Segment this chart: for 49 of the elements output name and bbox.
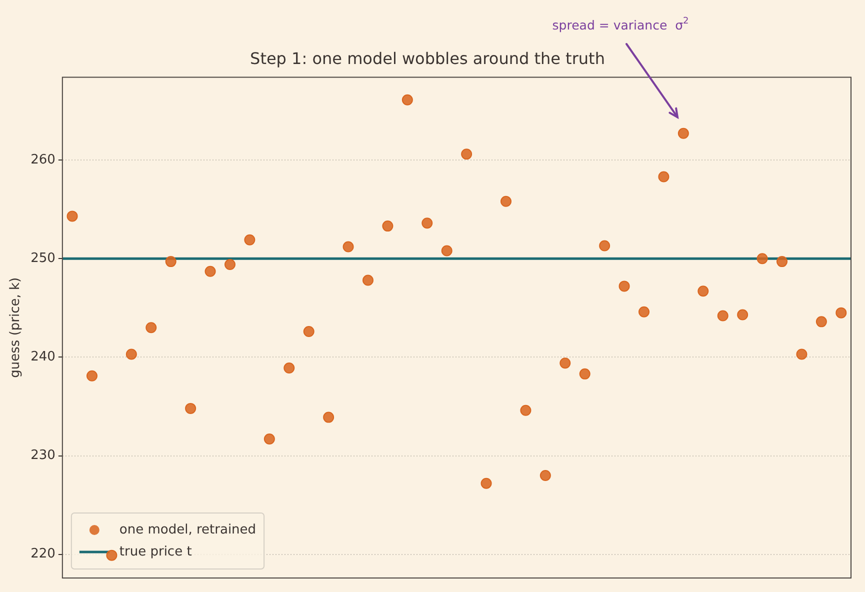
point (698, 286, 709, 297)
point (796, 348, 808, 360)
legend-label: one model, retrained (119, 522, 256, 538)
point (816, 316, 827, 328)
point (244, 234, 256, 246)
point (146, 322, 157, 334)
point (678, 128, 689, 139)
point (323, 412, 334, 423)
point (560, 358, 571, 369)
point (126, 348, 137, 360)
point (579, 368, 590, 380)
point (540, 470, 551, 481)
point (204, 266, 216, 277)
y-tick-label: 260 (30, 152, 56, 168)
point (106, 550, 118, 561)
point (776, 256, 788, 268)
point (303, 326, 314, 338)
point (165, 256, 176, 268)
point (264, 434, 275, 444)
point (520, 404, 532, 416)
point (402, 94, 413, 106)
y-tick-label: 230 (30, 448, 56, 464)
point (441, 245, 452, 256)
point (422, 218, 433, 229)
point (618, 280, 630, 292)
point (717, 310, 728, 322)
point (756, 253, 768, 264)
point (284, 362, 295, 374)
chart-title: Step 1: one model wobbles around the truth (250, 48, 605, 68)
point (86, 370, 98, 382)
point (599, 240, 610, 252)
legend-label: true price t (119, 544, 192, 560)
point (185, 402, 196, 414)
point (66, 210, 78, 222)
point (638, 306, 650, 318)
point (342, 241, 354, 252)
point (500, 196, 512, 207)
y-tick-label: 220 (30, 546, 56, 562)
y-axis-title: guess (price, k) (8, 277, 24, 378)
point (224, 259, 236, 270)
point (382, 220, 394, 232)
point (480, 478, 492, 489)
point (658, 171, 670, 182)
y-tick-label: 250 (30, 250, 56, 266)
point (362, 274, 374, 286)
point (461, 148, 472, 160)
point (836, 307, 847, 318)
point (737, 309, 748, 320)
y-tick-label: 240 (30, 350, 56, 365)
